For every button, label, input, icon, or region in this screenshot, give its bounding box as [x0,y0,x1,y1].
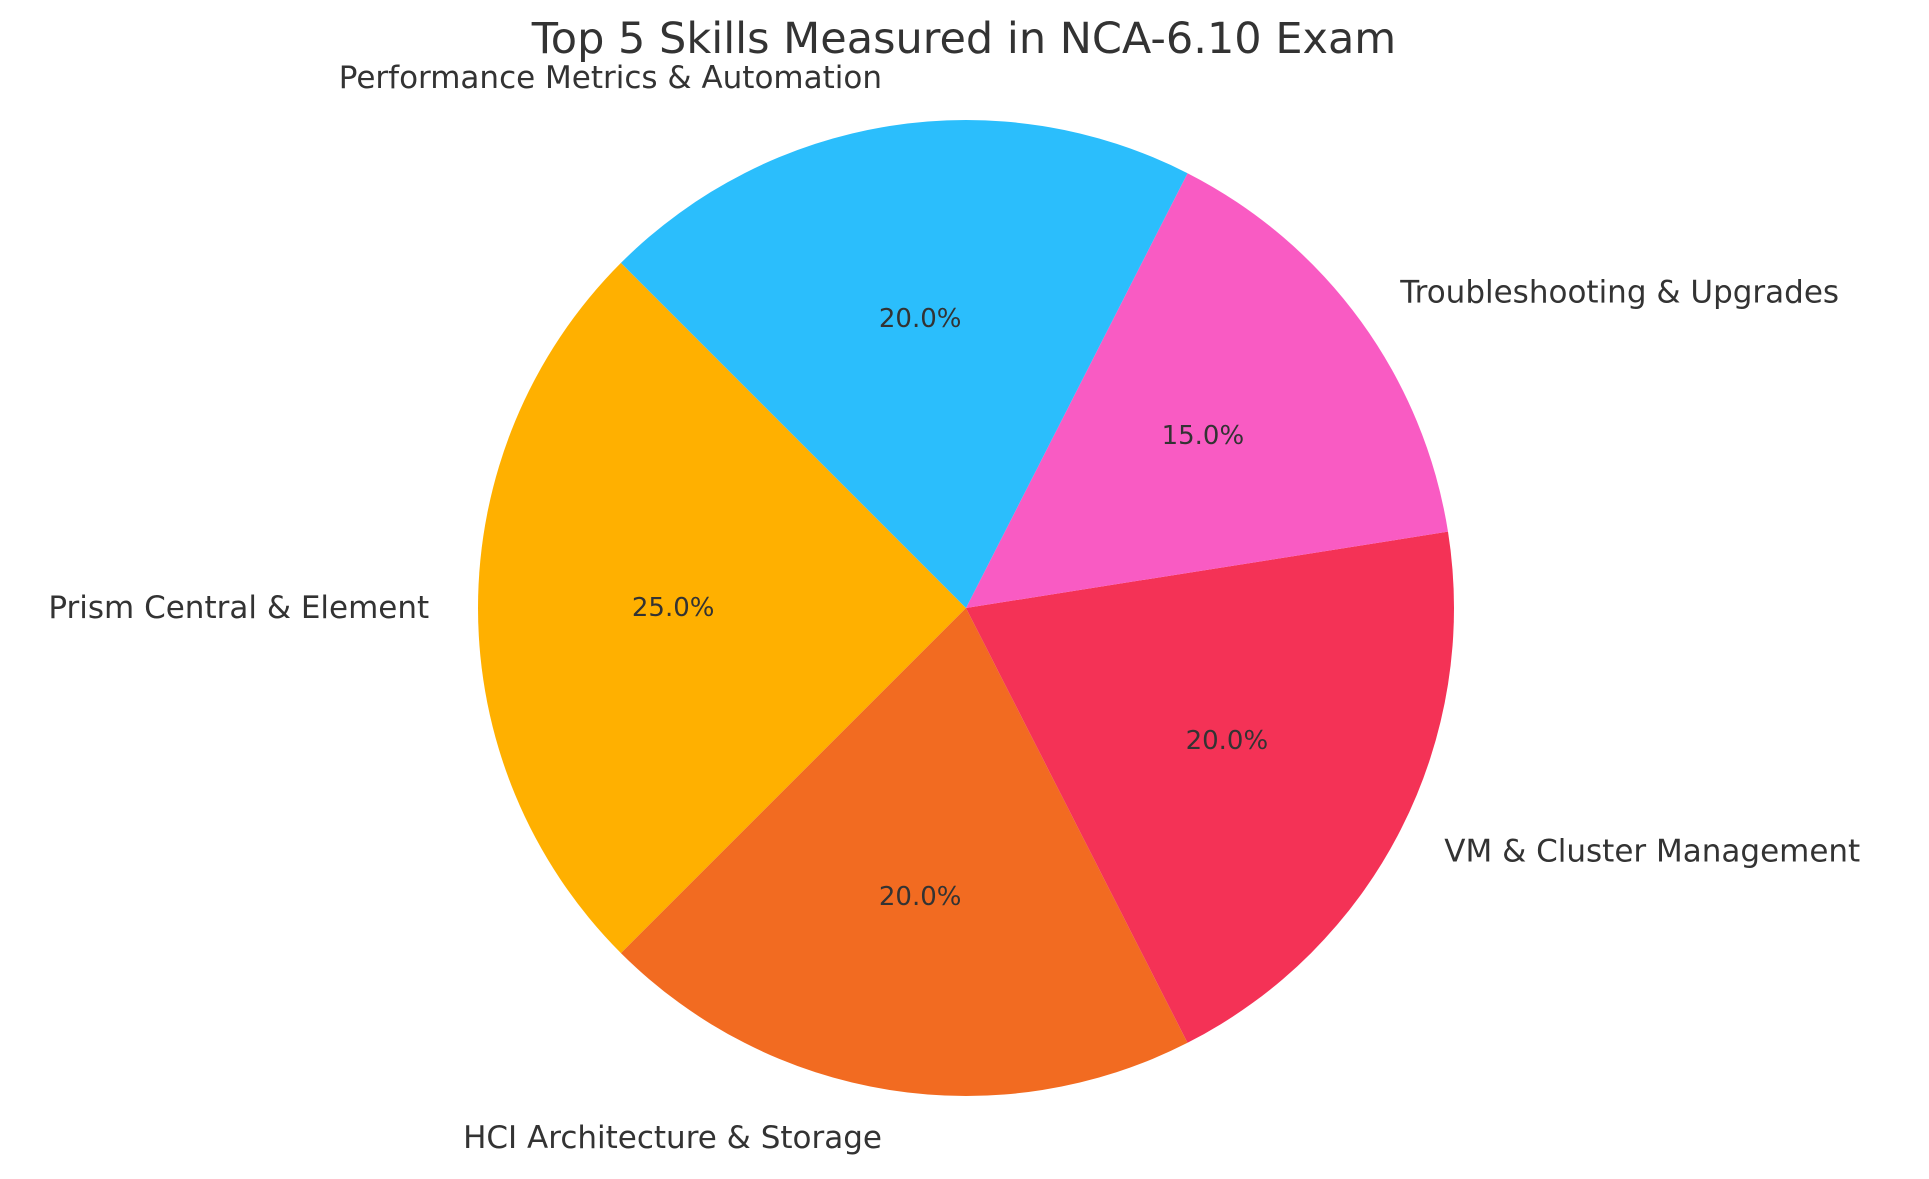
slice-label: Performance Metrics & Automation [339,60,882,96]
slice-percent-label: 25.0% [632,593,715,623]
slice-percent-label: 15.0% [1162,421,1245,451]
slice-percent-label: 20.0% [1186,726,1269,756]
pie-slices [478,119,1455,1096]
slice-percent-label: 20.0% [879,882,962,912]
pie-slice [966,531,1455,1043]
slice-label: HCI Architecture & Storage [463,1120,882,1156]
slice-label: VM & Cluster Management [1444,834,1860,870]
pie-slice [620,608,1188,1096]
slice-percent-label: 20.0% [879,304,962,334]
chart-title: Top 5 Skills Measured in NCA-6.10 Exam [531,14,1396,64]
pie-slice [966,173,1448,608]
slice-label: Troubleshooting & Upgrades [1399,274,1839,310]
slice-label: Prism Central & Element [48,590,429,626]
pie-slice [478,262,966,954]
pie-slice [620,119,1188,609]
pie-labels: Prism Central & Element 25.0% HCI Architec… [48,60,1860,1156]
